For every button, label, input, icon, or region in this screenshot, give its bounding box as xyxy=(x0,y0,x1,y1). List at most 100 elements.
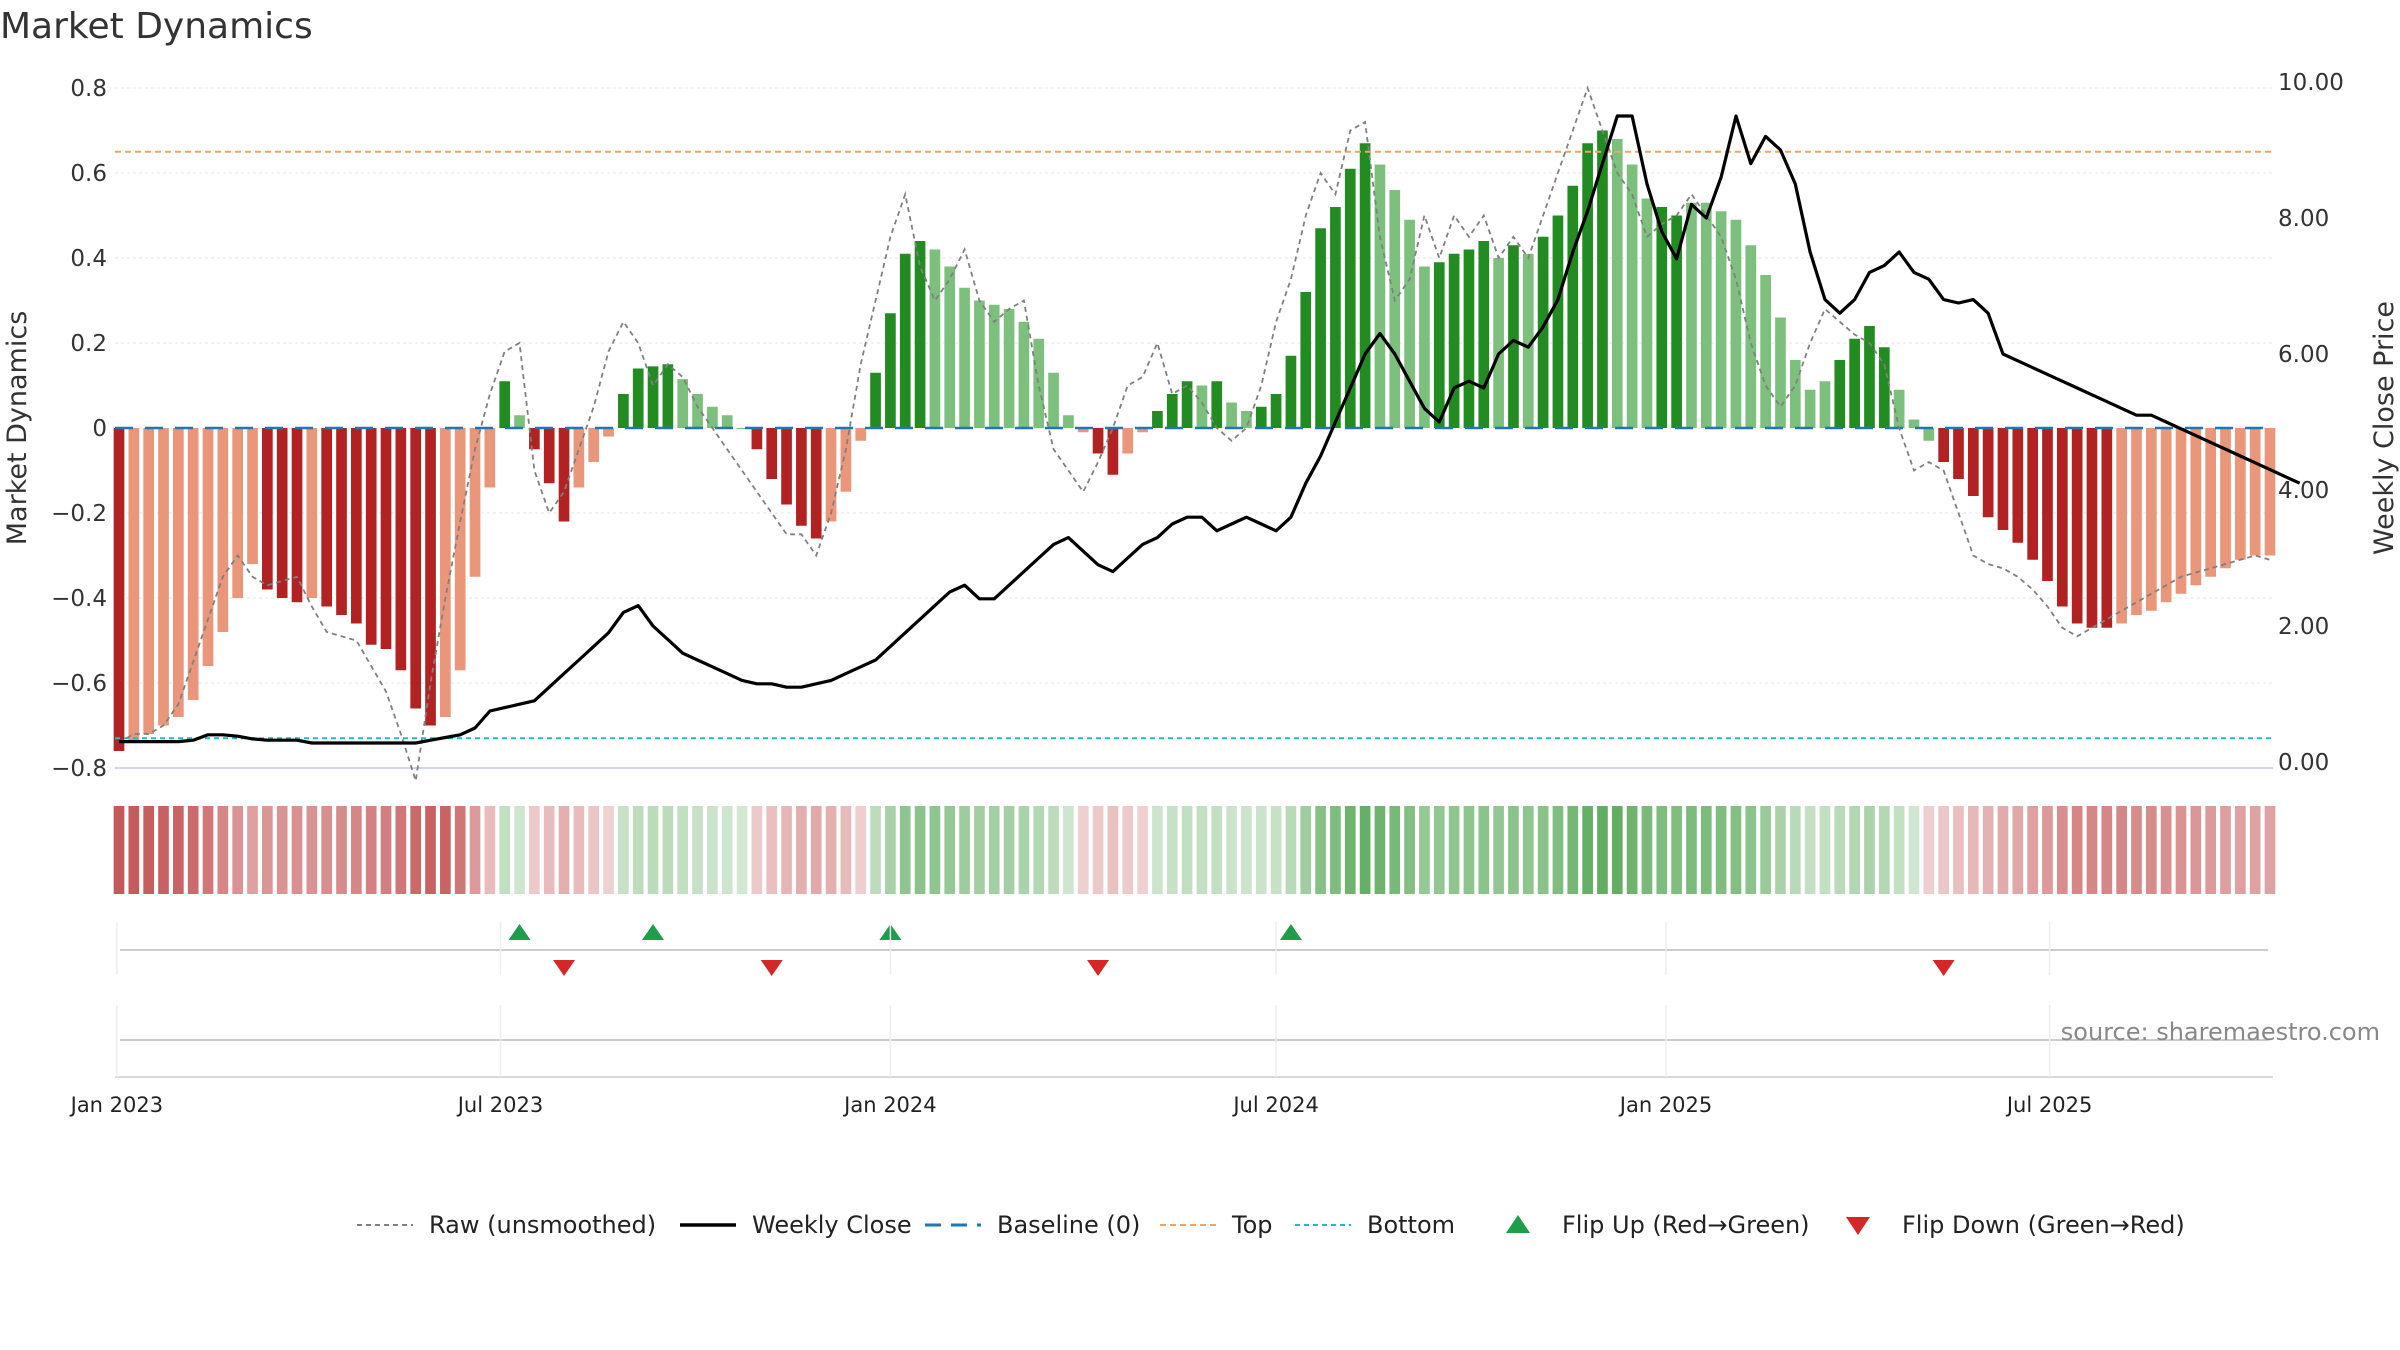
x-tick-label: Jul 2025 xyxy=(2005,1093,2092,1117)
legend-symbol-flip-down xyxy=(1846,1217,1870,1235)
heat-cell xyxy=(1389,806,1401,894)
y-tick-label: 0.2 xyxy=(70,331,107,357)
market-dynamics-bar xyxy=(2116,428,2127,624)
market-dynamics-bar xyxy=(1730,219,1742,428)
market-dynamics-bar xyxy=(380,428,392,649)
market-dynamics-bar xyxy=(425,428,436,726)
heat-cell xyxy=(781,806,792,894)
market-dynamics-bar xyxy=(1166,394,1178,428)
heat-cell xyxy=(514,806,525,894)
market-dynamics-bar xyxy=(1641,198,1653,428)
source-label: source: sharemaestro.com xyxy=(2061,1018,2380,1046)
market-dynamics-bar xyxy=(1122,428,1134,454)
market-dynamics-bar xyxy=(1463,249,1475,428)
heat-cell xyxy=(914,806,926,894)
market-dynamics-bars xyxy=(113,130,2276,751)
market-dynamics-bar xyxy=(262,428,273,590)
heat-cell xyxy=(1567,806,1579,894)
y2-tick-label: 8.00 xyxy=(2278,206,2329,232)
heat-cell xyxy=(825,806,837,894)
heat-cell xyxy=(1834,806,1846,894)
heat-cell xyxy=(721,806,733,894)
heat-cell xyxy=(2101,806,2113,894)
legend-label: Baseline (0) xyxy=(997,1211,1140,1239)
market-dynamics-bar xyxy=(1997,428,2009,530)
heat-cell xyxy=(1077,806,1089,894)
market-dynamics-bar xyxy=(1671,215,1682,428)
heat-cell xyxy=(2071,806,2083,894)
market-dynamics-bar xyxy=(558,428,570,522)
y2-axis-title: Weekly Close Price xyxy=(2369,301,2400,555)
heat-cell xyxy=(677,806,689,894)
legend-symbol-flip-up xyxy=(1506,1215,1530,1233)
legend-label: Weekly Close xyxy=(752,1211,912,1239)
market-dynamics-bar xyxy=(1137,428,1148,433)
market-dynamics-bar xyxy=(1686,202,1697,428)
heat-cell xyxy=(1730,806,1742,894)
market-dynamics-bar xyxy=(128,428,140,743)
heat-cell xyxy=(1908,806,1920,894)
heat-cell xyxy=(1760,806,1771,894)
market-dynamics-bar xyxy=(899,253,911,428)
market-dynamics-bar xyxy=(158,428,169,726)
heat-cell xyxy=(1478,806,1490,894)
market-dynamics-bar xyxy=(1048,372,1059,428)
market-dynamics-bar xyxy=(1419,266,1430,428)
heat-cell xyxy=(959,806,970,894)
y-tick-label: −0.6 xyxy=(51,671,107,697)
market-dynamics-bar xyxy=(1152,411,1163,428)
market-dynamics-bar xyxy=(1923,428,1935,441)
legend-label: Raw (unsmoothed) xyxy=(429,1211,656,1239)
heat-cell xyxy=(1374,806,1386,894)
market-dynamics-bar xyxy=(1775,317,1786,428)
heat-cell xyxy=(2145,806,2157,894)
market-dynamics-bar xyxy=(2012,428,2024,543)
market-dynamics-bar xyxy=(2042,428,2053,581)
heat-cell xyxy=(202,806,214,894)
heat-cell xyxy=(1270,806,1282,894)
heat-cell xyxy=(929,806,941,894)
market-dynamics-bar xyxy=(1330,207,1341,428)
heat-cell xyxy=(1715,806,1727,894)
market-dynamics-bar xyxy=(336,428,347,615)
market-dynamics-bar xyxy=(885,313,896,428)
flip-panel xyxy=(120,924,2268,976)
raw-series-line xyxy=(118,85,2271,782)
market-dynamics-bar xyxy=(2249,428,2261,556)
heat-cell xyxy=(1448,806,1460,894)
heat-cell xyxy=(469,806,481,894)
heat-cell xyxy=(692,806,703,894)
market-dynamics-bar xyxy=(113,428,125,751)
market-dynamics-bar xyxy=(1003,309,1015,428)
market-dynamics-bar xyxy=(1077,428,1089,433)
heat-cell xyxy=(899,806,911,894)
heat-cell xyxy=(1641,806,1653,894)
market-dynamics-bar xyxy=(232,428,244,598)
heat-cell xyxy=(380,806,392,894)
market-dynamics-bar xyxy=(365,428,377,645)
heat-cell xyxy=(2160,806,2172,894)
market-dynamics-bar xyxy=(1522,253,1534,428)
heat-cell xyxy=(2042,806,2053,894)
market-dynamics-bar xyxy=(1196,385,1208,428)
heat-cell xyxy=(1404,806,1415,894)
heat-cell xyxy=(1849,806,1860,894)
heat-cell xyxy=(1953,806,1964,894)
market-dynamics-bar xyxy=(2160,428,2172,603)
heat-cell xyxy=(1285,806,1297,894)
heat-cell xyxy=(1241,806,1252,894)
heat-cell xyxy=(1463,806,1475,894)
flip-up-marker xyxy=(1279,924,1302,940)
market-dynamics-bar xyxy=(1611,139,1623,428)
heat-cell xyxy=(1611,806,1623,894)
market-dynamics-bar xyxy=(1433,262,1445,428)
market-dynamics-bar xyxy=(2205,428,2217,577)
market-dynamics-bar xyxy=(914,241,926,428)
market-dynamics-bar xyxy=(1018,321,1030,428)
heat-cell xyxy=(1226,806,1237,894)
market-dynamics-bar xyxy=(766,428,778,479)
heat-cell xyxy=(573,806,585,894)
heat-cell xyxy=(543,806,555,894)
market-dynamics-bar xyxy=(1804,389,1816,428)
market-dynamics-bar xyxy=(321,428,333,607)
